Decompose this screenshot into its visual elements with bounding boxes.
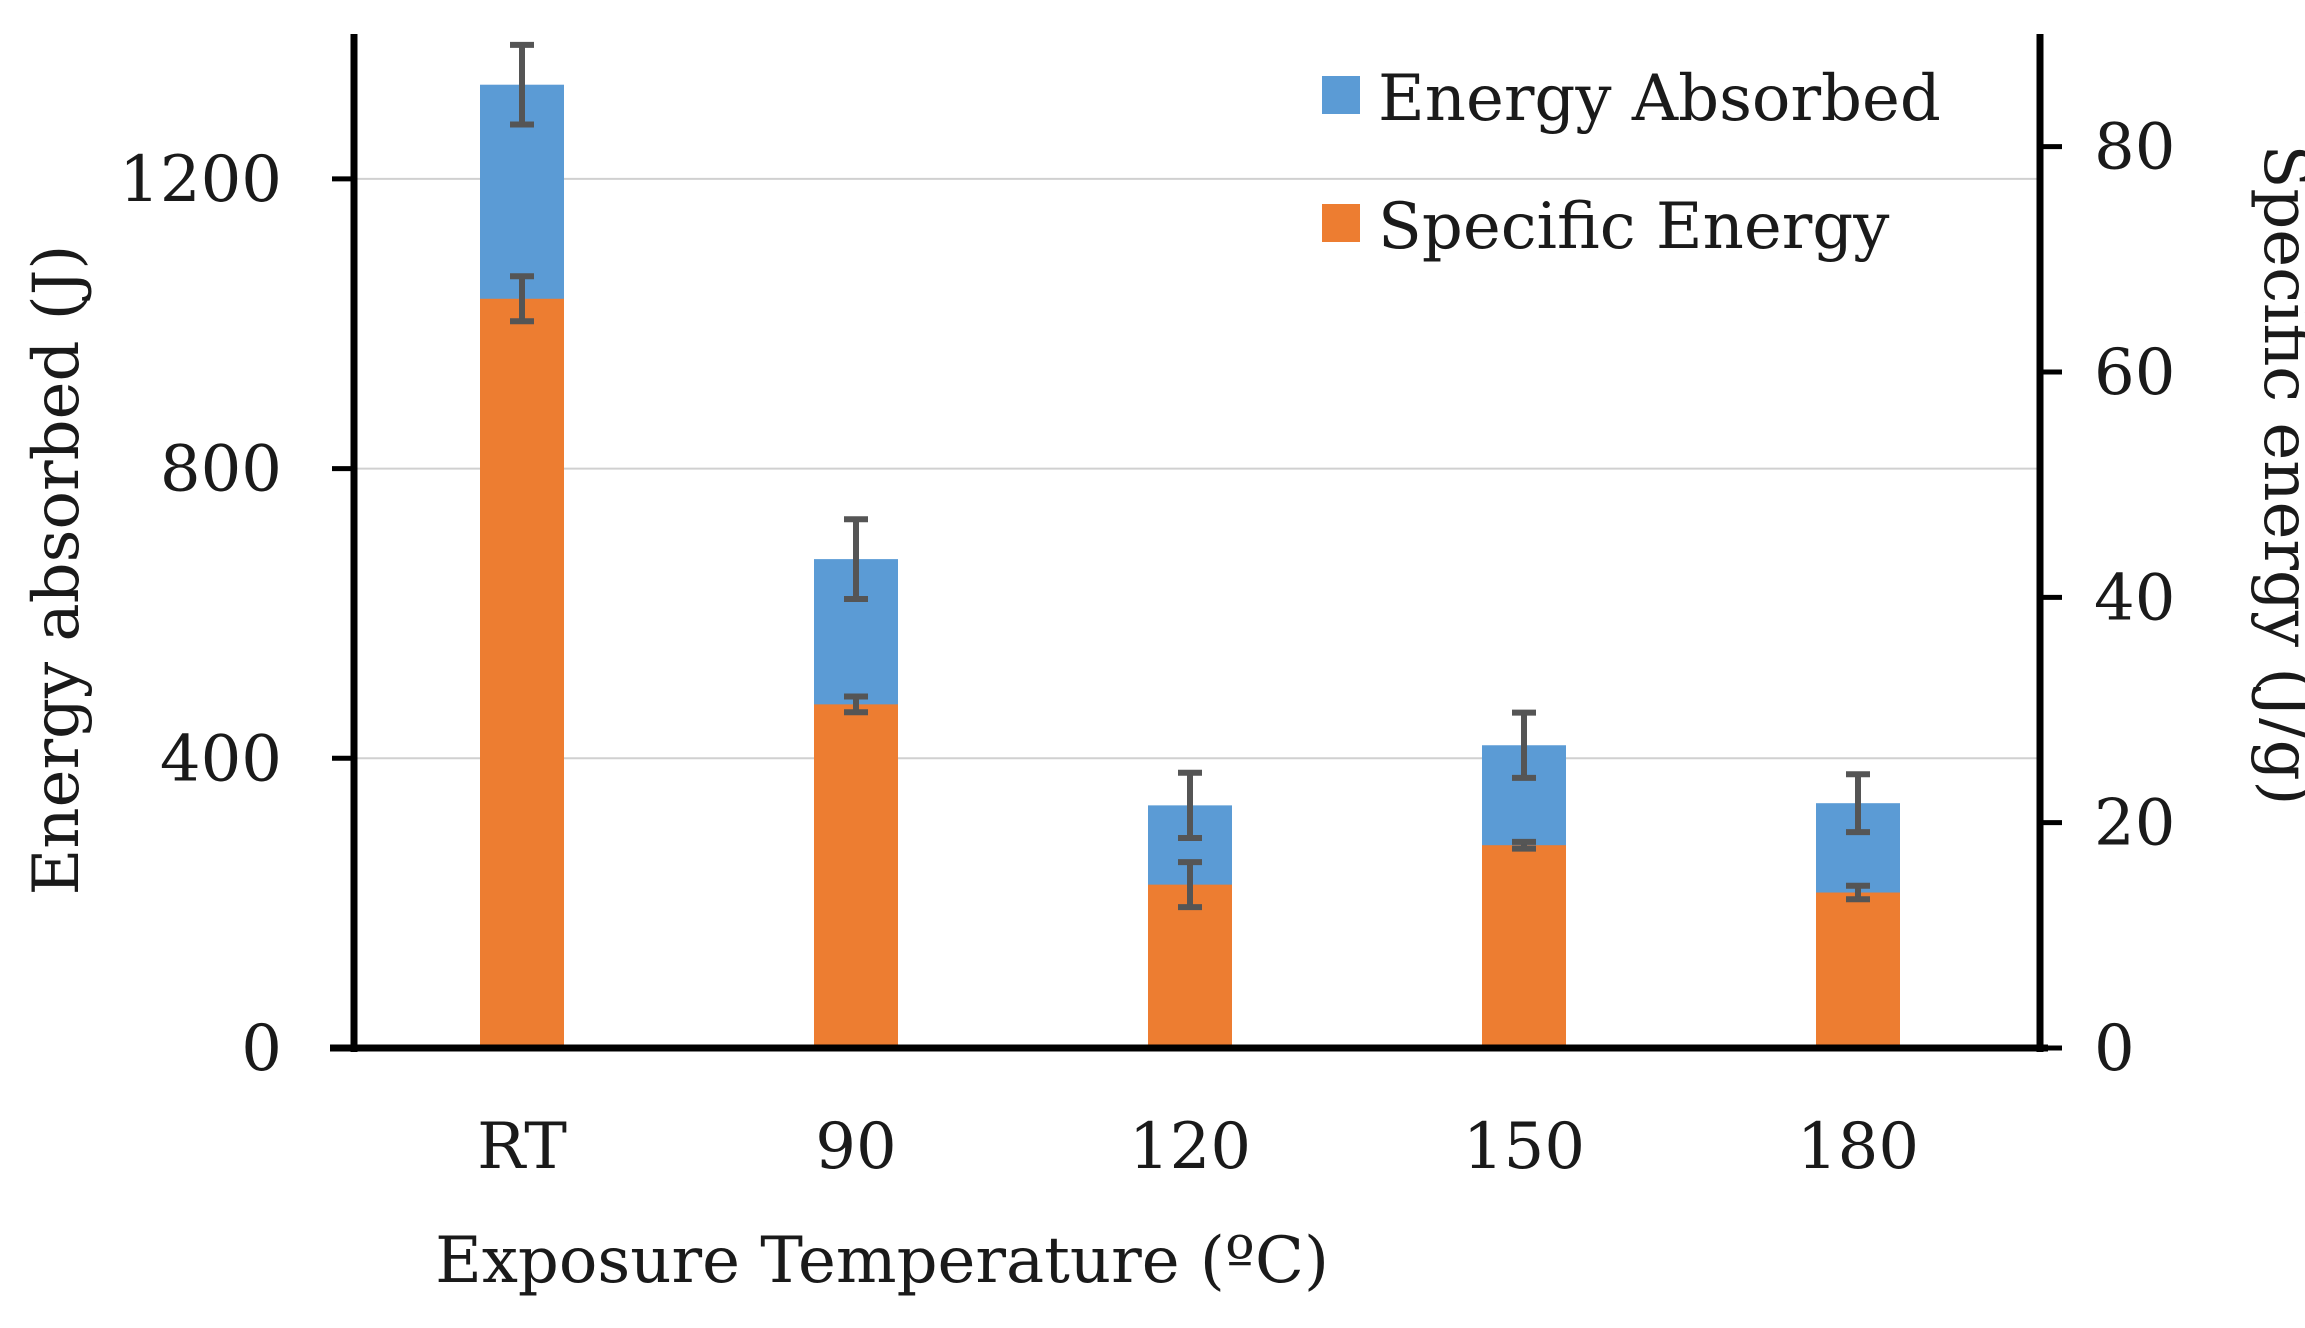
bar-specific-energy-RT	[480, 298, 564, 1048]
y2-axis-label: Specific energy (J/g)	[2249, 144, 2305, 805]
x-tick-150: 150	[1463, 1110, 1585, 1184]
y-tick-1200: 1200	[119, 143, 282, 217]
error-specific-energy-180	[1846, 882, 1870, 903]
y-axis-label: Energy absorbed (J)	[20, 245, 94, 896]
error-specific-energy-RT	[510, 273, 534, 325]
y2-tick-40: 40	[2094, 561, 2175, 635]
y2-tick-0: 0	[2094, 1012, 2135, 1086]
legend-swatch-specific-energy	[1322, 204, 1360, 242]
y2-tick-60: 60	[2094, 336, 2175, 410]
x-axis-label: Exposure Temperature (ºC)	[435, 1224, 1329, 1298]
bars	[480, 84, 1900, 1048]
error-bars	[510, 41, 1870, 911]
tick-labels: RT 90 120 150 180 0 400 800 1200 0 20 40 60 80	[119, 111, 2175, 1184]
legend-label-energy-absorbed: Energy Absorbed	[1378, 62, 1941, 136]
legend: Energy Absorbed Specific Energy	[1322, 62, 1941, 264]
y-tick-0: 0	[241, 1012, 282, 1086]
y-tick-800: 800	[160, 433, 282, 507]
gridlines	[338, 177, 2040, 760]
error-energy-absorbed-120	[1178, 769, 1202, 841]
legend-swatch-energy-absorbed	[1322, 76, 1360, 114]
x-tick-90: 90	[815, 1110, 896, 1184]
bar-specific-energy-150	[1482, 845, 1566, 1048]
y2-tick-20: 20	[2094, 787, 2175, 861]
x-tick-180: 180	[1797, 1110, 1919, 1184]
bar-specific-energy-180	[1816, 892, 1900, 1048]
y-tick-400: 400	[160, 722, 282, 796]
y2-tick-80: 80	[2094, 111, 2175, 185]
error-energy-absorbed-180	[1846, 771, 1870, 836]
error-specific-energy-90	[844, 693, 868, 716]
error-specific-energy-150	[1512, 838, 1536, 852]
x-tick-120: 120	[1129, 1110, 1251, 1184]
bar-specific-energy-90	[814, 704, 898, 1048]
error-specific-energy-120	[1178, 859, 1202, 911]
error-energy-absorbed-150	[1512, 709, 1536, 781]
legend-label-specific-energy: Specific Energy	[1378, 190, 1889, 264]
x-tick-RT: RT	[477, 1110, 567, 1184]
axes	[330, 34, 2062, 1052]
bar-specific-energy-120	[1148, 884, 1232, 1048]
error-energy-absorbed-RT	[510, 41, 534, 128]
error-energy-absorbed-90	[844, 516, 868, 602]
